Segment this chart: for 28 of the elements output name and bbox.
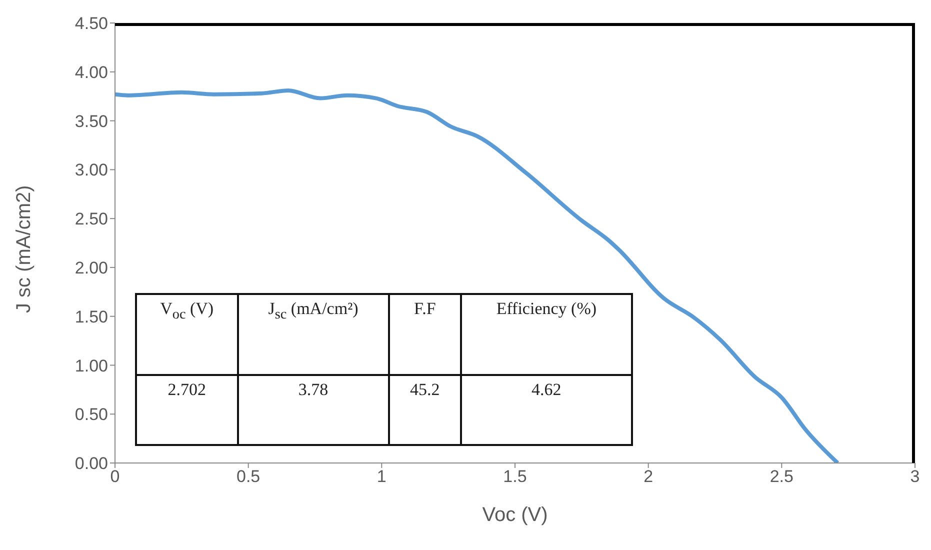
x-tick-label: 2 [644, 467, 654, 486]
annotation: F.F [388, 294, 461, 376]
y-tick-label: 3.00 [74, 160, 108, 180]
y-axis-title: J sc (mA/cm2) [13, 185, 36, 313]
x-tick-label: 2.5 [770, 467, 794, 486]
x-tick-label: 1.5 [503, 467, 527, 486]
x-axis-title: Voc (V) [482, 504, 548, 526]
annotation: 45.2 [388, 375, 461, 445]
y-tick-label: 2.00 [74, 258, 108, 278]
x-tick-label: 0.5 [236, 467, 260, 486]
x-tick-label: 1 [376, 467, 386, 486]
annotation: J$_{sc}$ (mA/cm²) [238, 294, 389, 376]
annotation: Efficiency (%) [460, 294, 632, 376]
y-tick-label: 4.00 [74, 62, 108, 82]
annotation: 3.78 [238, 375, 389, 445]
y-tick-label: 2.50 [74, 210, 108, 229]
y-tick-label: 0.50 [74, 405, 108, 424]
x-tick-label: 3 [910, 467, 920, 486]
annotation: 2.702 [136, 375, 238, 445]
y-tick-label: 3.50 [74, 112, 108, 131]
y-tick-label: 0.00 [74, 454, 108, 474]
y-tick-label: 1.50 [74, 307, 108, 326]
y-tick-label: 4.50 [74, 14, 108, 34]
line-series [115, 88, 840, 463]
annotation: 4.62 [460, 375, 632, 445]
annotation: V$_{oc}$ (V) [136, 294, 238, 376]
x-tick-label: 0 [110, 467, 120, 486]
y-tick-label: 1.00 [74, 356, 108, 376]
